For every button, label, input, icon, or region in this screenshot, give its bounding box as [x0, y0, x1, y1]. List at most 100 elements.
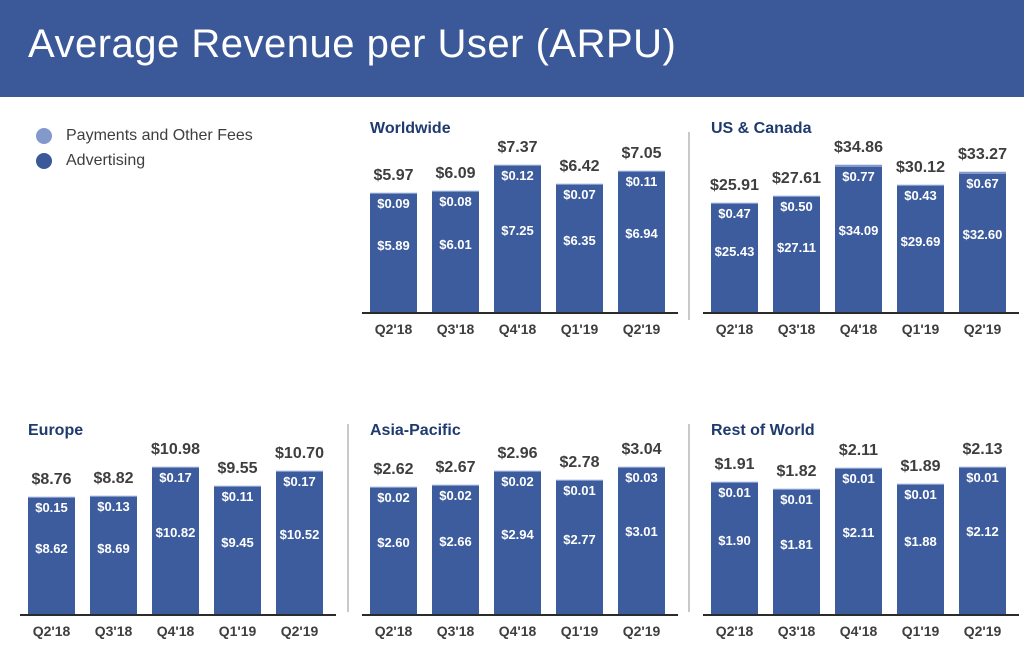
- total-value-label: $5.97: [373, 167, 414, 184]
- chart-panel-us-canada: US & Canada $0.47 $25.43 $25.91 $0.50 $27.11 $…: [703, 120, 1019, 340]
- bar-segment-payments: [370, 486, 417, 488]
- bar: $0.01 $1.88: [897, 483, 944, 614]
- chart-panel-asia-pacific: Asia-Pacific $0.02 $2.60 $2.62 $0.02 $2.66 $2.…: [362, 422, 678, 642]
- total-value-label: $30.12: [896, 159, 945, 176]
- bar-segment-payments: [90, 495, 137, 497]
- legend-label: Payments and Other Fees: [66, 127, 253, 144]
- bar: $0.77 $34.09: [835, 164, 882, 312]
- bar-segment-payments: [897, 184, 944, 186]
- bar-segment-payments: [959, 171, 1006, 174]
- total-value-label: $9.55: [217, 460, 258, 477]
- total-value-label: $2.62: [373, 461, 414, 478]
- total-value-label: $3.04: [621, 441, 662, 458]
- payments-value-label: $0.67: [966, 175, 999, 191]
- total-value-label: $2.13: [962, 441, 1003, 458]
- x-axis-tick-label: Q2'19: [963, 321, 1002, 337]
- x-axis-tick-label: Q1'19: [901, 623, 940, 639]
- bar: $0.47 $25.43: [711, 202, 758, 312]
- bar-segment-payments: [835, 467, 882, 469]
- x-axis-tick-label: Q4'18: [156, 623, 195, 639]
- bar-segment-advertising: [276, 472, 323, 614]
- axis-baseline: [703, 614, 1019, 616]
- bar: $0.13 $8.69: [90, 495, 137, 614]
- bar: $0.02 $2.94: [494, 470, 541, 614]
- bar: $0.17 $10.82: [152, 466, 199, 614]
- payments-value-label: $0.15: [35, 500, 68, 516]
- total-value-label: $27.61: [772, 170, 821, 187]
- bar-segment-payments: [28, 496, 75, 499]
- advertising-value-label: $8.62: [35, 541, 68, 556]
- payments-value-label: $0.50: [780, 199, 813, 215]
- bar-segment-payments: [276, 470, 323, 473]
- x-axis-tick-label: Q4'18: [498, 623, 537, 639]
- advertising-value-label: $1.81: [780, 537, 813, 552]
- bar-segment-advertising: [711, 203, 758, 312]
- total-value-label: $8.76: [31, 471, 72, 488]
- legend-label: Advertising: [66, 152, 146, 169]
- advertising-value-label: $2.94: [501, 527, 534, 542]
- payments-value-label: $0.17: [159, 470, 192, 486]
- total-value-label: $7.05: [621, 145, 662, 162]
- bar-segment-advertising: [897, 484, 944, 614]
- bar: $0.01 $2.12: [959, 466, 1006, 614]
- total-value-label: $7.37: [497, 139, 538, 156]
- payments-value-label: $0.12: [501, 168, 534, 184]
- advertising-value-label: $29.69: [900, 234, 941, 249]
- x-axis-tick-label: Q1'19: [218, 623, 257, 639]
- bar: $0.09 $5.89: [370, 192, 417, 312]
- bar: $0.50 $27.11: [773, 195, 820, 312]
- plot-area: $0.09 $5.89 $5.97 $0.08 $6.01 $6.09 $0.12 $7.25…: [362, 139, 678, 312]
- bar: $0.03 $3.01: [618, 466, 665, 614]
- total-value-label: $1.82: [776, 463, 817, 480]
- payments-value-label: $0.13: [97, 498, 130, 514]
- legend-item-payments: Payments and Other Fees: [36, 127, 253, 145]
- x-axis-labels: Q2'18 Q3'18 Q4'18 Q1'19 Q2'19: [362, 616, 678, 642]
- chart-title: Europe: [28, 422, 84, 439]
- bar-segment-payments: [432, 190, 479, 192]
- x-axis-tick-label: Q3'18: [94, 623, 133, 639]
- x-axis-tick-label: Q3'18: [777, 321, 816, 337]
- chart-panel-worldwide: Worldwide $0.09 $5.89 $5.97 $0.08 $6.01 $6.09 $…: [362, 120, 678, 340]
- bar-segment-advertising: [556, 184, 603, 312]
- advertising-value-label: $2.60: [377, 535, 410, 550]
- chart-panel-europe: Europe $0.15 $8.62 $8.76 $0.13 $8.69 $8.82 $0.1…: [20, 422, 336, 642]
- payments-value-label: $0.11: [221, 488, 254, 504]
- total-value-label: $25.91: [710, 177, 759, 194]
- bar: $0.02 $2.60: [370, 486, 417, 614]
- x-axis-tick-label: Q2'18: [715, 321, 754, 337]
- bar-segment-payments: [711, 481, 758, 483]
- bar-segment-advertising: [959, 467, 1006, 614]
- panel-divider: [688, 424, 690, 612]
- advertising-value-label: $3.01: [625, 524, 658, 539]
- x-axis-tick-label: Q2'19: [963, 623, 1002, 639]
- advertising-value-label: $25.43: [714, 244, 755, 259]
- x-axis-tick-label: Q4'18: [839, 623, 878, 639]
- bar: $0.08 $6.01: [432, 190, 479, 312]
- bar-segment-advertising: [773, 489, 820, 614]
- x-axis-tick-label: Q4'18: [498, 321, 537, 337]
- bar-segment-advertising: [556, 480, 603, 614]
- advertising-value-label: $1.88: [904, 534, 937, 549]
- plot-area: $0.01 $1.90 $1.91 $0.01 $1.81 $1.82 $0.01 $2.11…: [703, 441, 1019, 614]
- total-value-label: $1.89: [900, 458, 941, 475]
- chart-title: Asia-Pacific: [370, 422, 461, 439]
- axis-baseline: [20, 614, 336, 616]
- total-value-label: $2.11: [838, 442, 879, 459]
- x-axis-tick-label: Q1'19: [901, 321, 940, 337]
- bar-segment-payments: [152, 466, 199, 469]
- page-header: Average Revenue per User (ARPU): [0, 0, 1024, 97]
- payments-value-label: $0.17: [283, 474, 316, 490]
- x-axis-tick-label: Q2'19: [280, 623, 319, 639]
- total-value-label: $2.78: [559, 454, 600, 471]
- axis-baseline: [703, 312, 1019, 314]
- payments-value-label: $0.03: [625, 469, 658, 485]
- advertising-value-label: $10.82: [155, 525, 196, 540]
- total-value-label: $2.96: [497, 445, 538, 462]
- payments-value-label: $0.01: [842, 470, 875, 486]
- advertising-value-label: $5.89: [377, 238, 410, 253]
- advertising-swatch-icon: [36, 153, 52, 169]
- bar-segment-payments: [370, 192, 417, 194]
- chart-title: US & Canada: [711, 120, 812, 137]
- bar: $0.02 $2.66: [432, 484, 479, 614]
- payments-value-label: $0.01: [563, 482, 596, 498]
